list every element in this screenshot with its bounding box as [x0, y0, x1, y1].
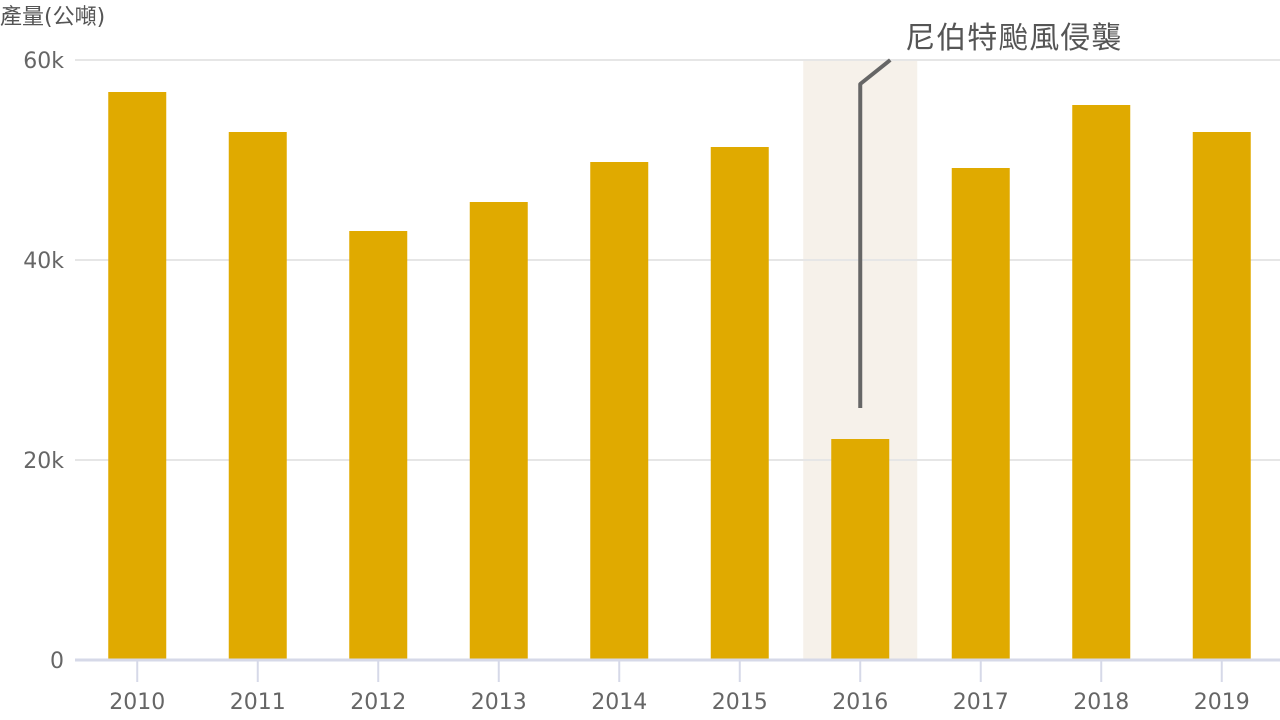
x-tick-label-2015: 2015: [712, 690, 768, 715]
bars-layer: [108, 92, 1251, 660]
bar-2016: [831, 439, 890, 660]
x-tick-label-2017: 2017: [953, 690, 1009, 715]
x-tick-label-2016: 2016: [832, 690, 888, 715]
y-tick-label-40k: 40k: [23, 249, 64, 274]
axis-layer: 0 20k 40k 60k 2010 2011 2012 2013 2014 2015 2016 20…: [23, 49, 1280, 715]
y-axis-title: 產量(公噸): [0, 5, 105, 30]
x-tick-label-2018: 2018: [1073, 690, 1129, 715]
bar-2010: [108, 92, 167, 660]
bar-2013: [469, 202, 528, 660]
y-tick-label-0: 0: [50, 649, 64, 674]
y-tick-label-20k: 20k: [23, 449, 64, 474]
x-tick-label-2013: 2013: [471, 690, 527, 715]
x-tick-label-2014: 2014: [591, 690, 647, 715]
bar-2017: [951, 168, 1010, 660]
x-tick-label-2019: 2019: [1194, 690, 1250, 715]
bar-2015: [710, 147, 769, 660]
annotation-layer: 尼伯特颱風侵襲: [858, 21, 1122, 408]
y-tick-label-60k: 60k: [23, 49, 64, 74]
bar-2019: [1192, 132, 1251, 660]
x-tick-label-2011: 2011: [230, 690, 286, 715]
bar-2014: [590, 162, 649, 660]
annotation-leader-line: [858, 58, 892, 408]
x-tick-label-2012: 2012: [350, 690, 406, 715]
bar-2012: [349, 231, 408, 660]
x-tick-label-2010: 2010: [109, 690, 165, 715]
bar-2011: [228, 132, 287, 660]
bar-2018: [1072, 105, 1131, 660]
annotation-label: 尼伯特颱風侵襲: [905, 21, 1122, 56]
